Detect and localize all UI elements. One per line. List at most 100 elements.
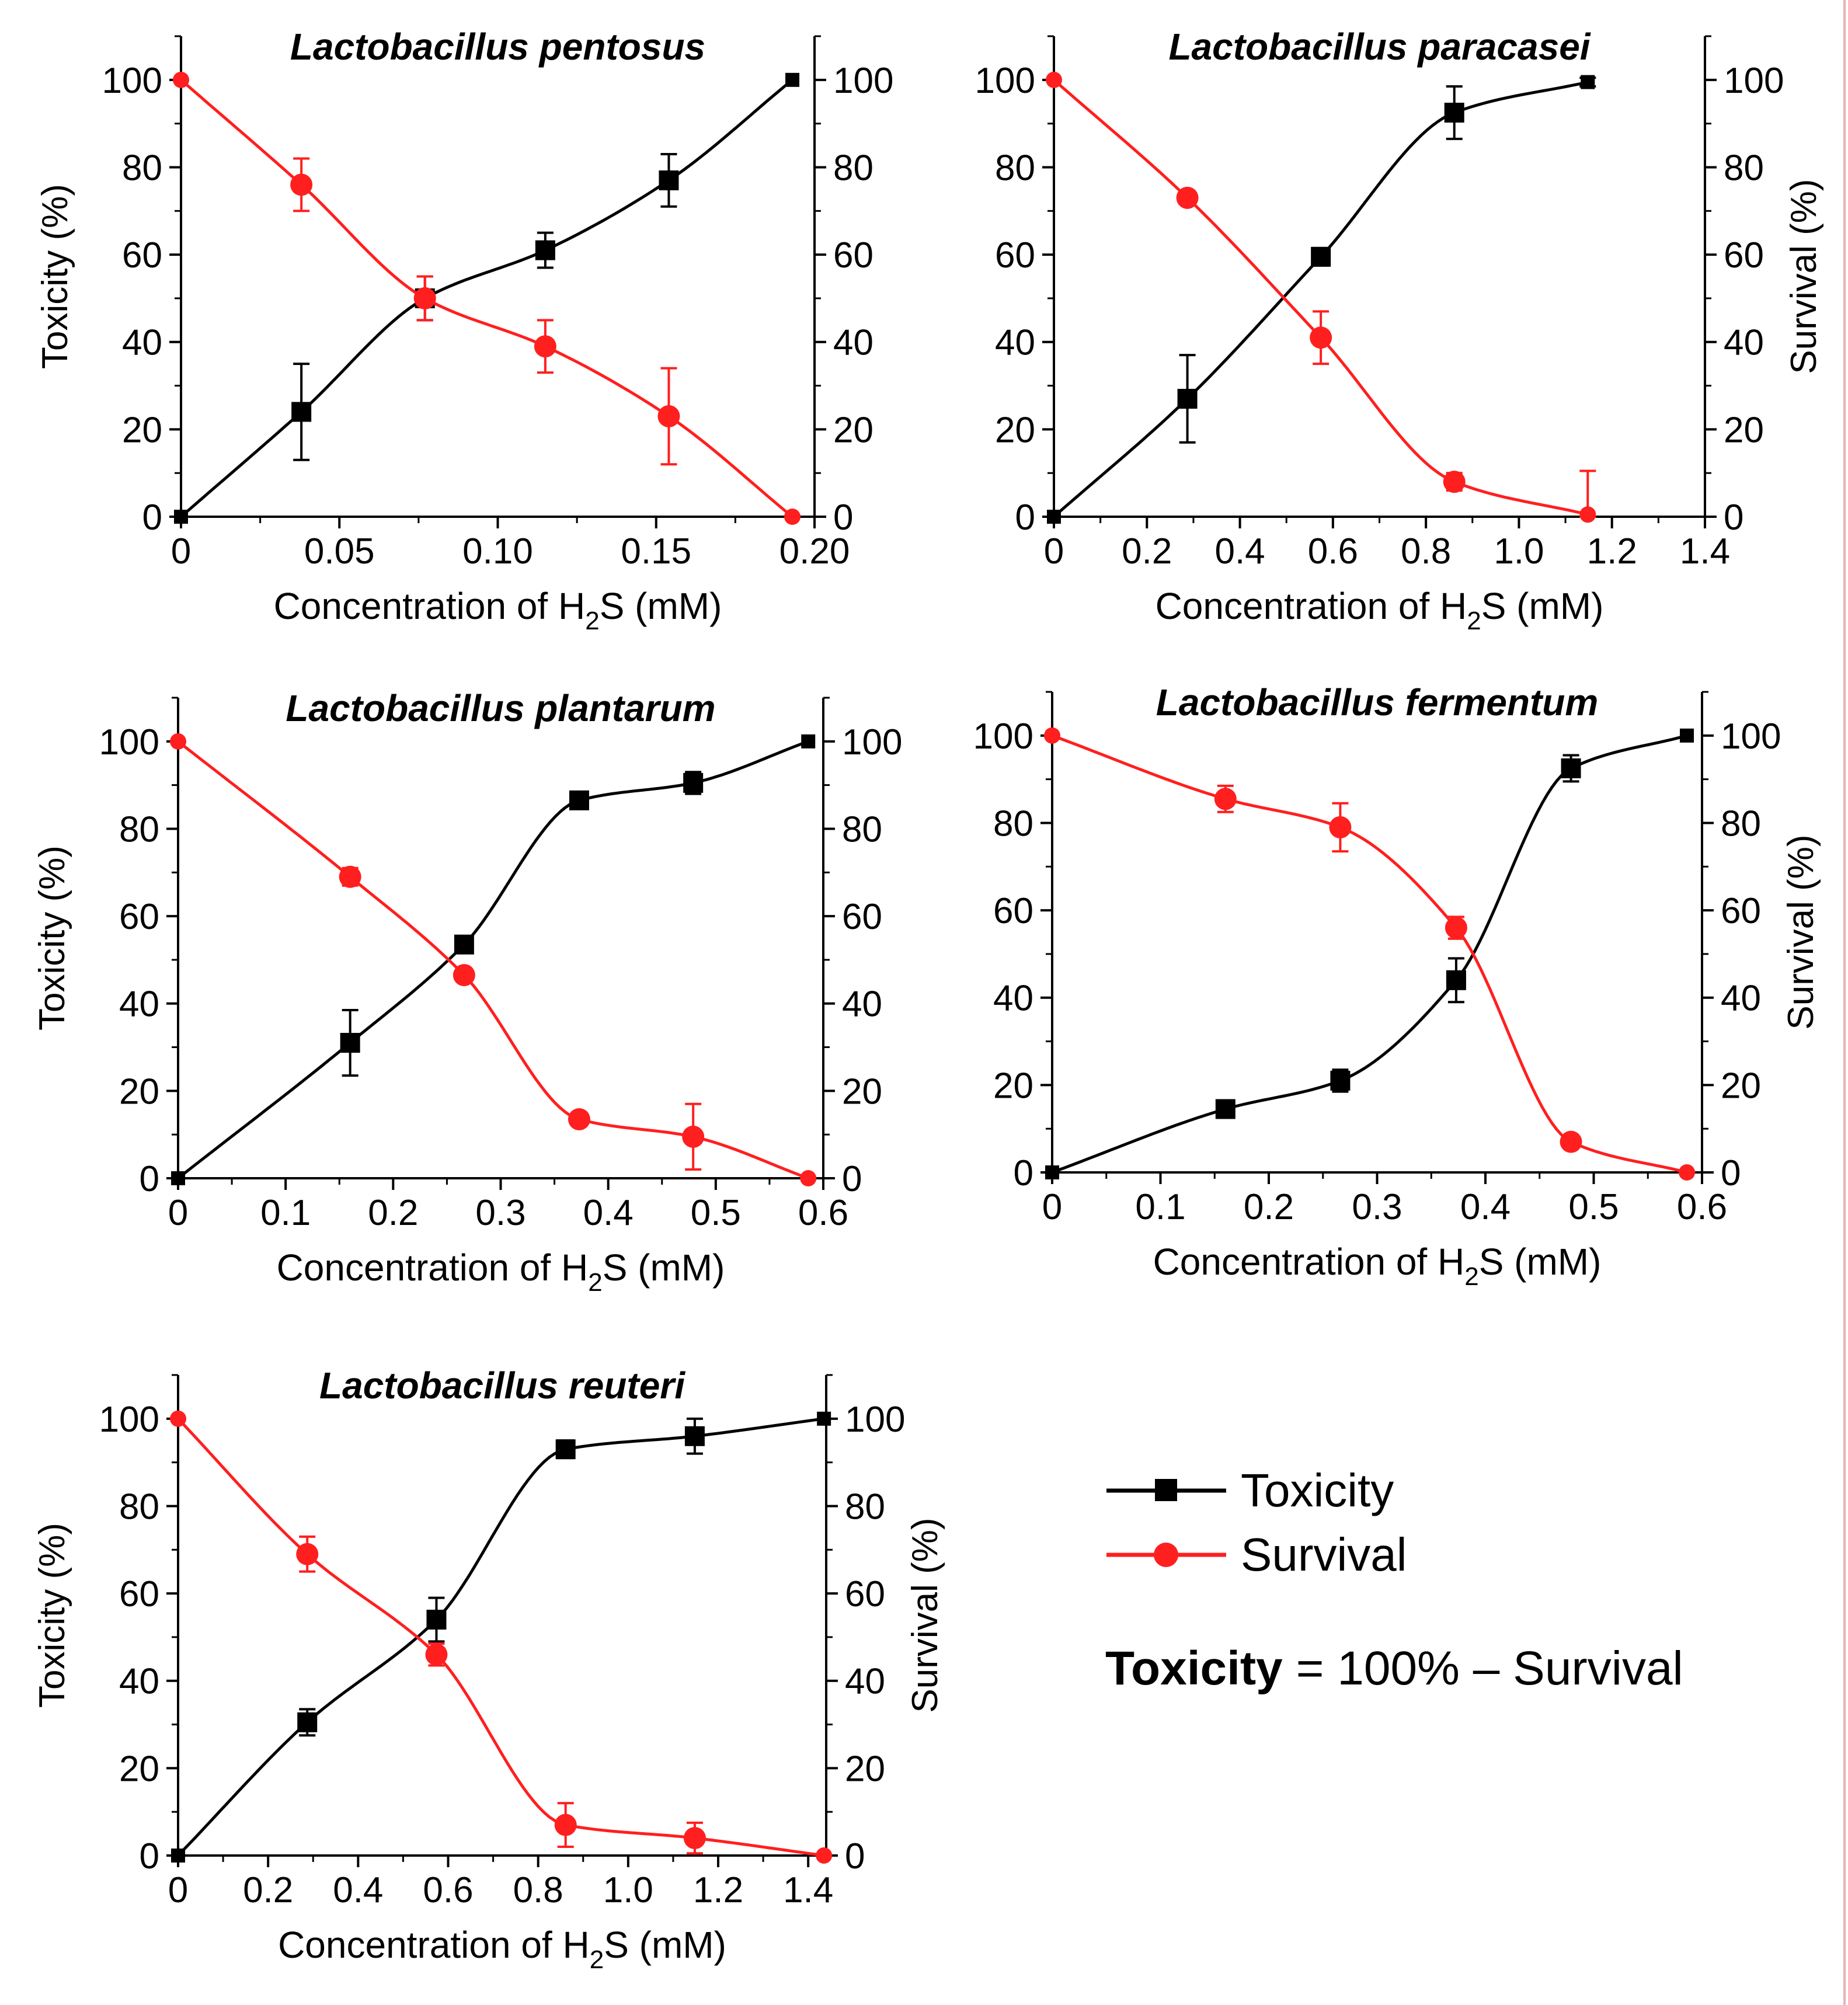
x-axis-label-main: Concentration of H xyxy=(278,1924,590,1966)
right-y-tick-label: 100 xyxy=(1721,716,1781,757)
x-axis-label-subscript: 2 xyxy=(590,1945,604,1974)
data-point-toxicity xyxy=(535,240,555,260)
series-toxicity xyxy=(1045,728,1694,1179)
data-point-survival xyxy=(1329,816,1352,838)
x-axis-label-main: Concentration of H xyxy=(274,585,586,627)
x-axis-label-main: Concentration of H xyxy=(1153,1241,1465,1283)
left-y-tick-label: 80 xyxy=(119,809,159,850)
x-tick-label: 0 xyxy=(168,1870,188,1910)
data-point-toxicity xyxy=(1045,1165,1059,1179)
left-y-axis-label: Toxicity (%) xyxy=(35,184,75,369)
series-line-survival xyxy=(177,740,809,1180)
data-point-survival xyxy=(800,1170,817,1186)
left-y-tick-label: 60 xyxy=(993,891,1033,931)
left-y-tick-label: 40 xyxy=(122,323,162,363)
data-point-survival xyxy=(296,1543,319,1565)
data-point-survival xyxy=(170,1410,186,1427)
left-y-tick-label: 60 xyxy=(122,235,162,276)
data-point-toxicity xyxy=(1446,970,1466,990)
x-tick-label: 0.1 xyxy=(260,1193,311,1233)
right-y-tick-label: 80 xyxy=(842,809,882,850)
data-point-toxicity xyxy=(1047,510,1061,524)
data-point-survival xyxy=(554,1813,577,1836)
x-tick-label: 0.4 xyxy=(1214,531,1265,572)
left-y-tick-label: 100 xyxy=(102,61,162,101)
left-y-tick-label: 100 xyxy=(99,722,159,763)
x-tick-label: 0.4 xyxy=(333,1870,383,1910)
data-point-survival xyxy=(1214,788,1237,810)
data-point-survival xyxy=(339,865,361,888)
data-point-survival xyxy=(1560,1130,1582,1153)
left-y-tick-label: 20 xyxy=(995,410,1035,450)
right-y-tick-label: 80 xyxy=(845,1487,885,1527)
x-tick-label: 0.4 xyxy=(1460,1187,1511,1227)
right-y-tick-label: 40 xyxy=(1721,979,1761,1019)
data-point-survival xyxy=(173,71,189,88)
right-y-tick-label: 0 xyxy=(842,1159,862,1199)
right-y-tick-label: 80 xyxy=(1724,148,1764,188)
left-y-tick-label: 0 xyxy=(140,1836,159,1877)
data-point-toxicity xyxy=(1215,1099,1236,1119)
x-tick-label: 0 xyxy=(168,1193,188,1233)
data-point-survival xyxy=(683,1827,706,1850)
x-tick-label: 0.8 xyxy=(1401,531,1451,572)
x-tick-label: 0.4 xyxy=(583,1193,634,1233)
x-tick-label: 0 xyxy=(1042,1187,1062,1227)
series-line-toxicity xyxy=(180,78,794,518)
left-y-tick-label: 80 xyxy=(993,803,1033,844)
series-line-survival xyxy=(180,78,794,518)
x-tick-label: 0.3 xyxy=(1352,1187,1402,1227)
right-y-tick-label: 60 xyxy=(833,235,873,276)
right-y-axis-label: Survival (%) xyxy=(1784,179,1824,374)
right-y-tick-label: 100 xyxy=(842,722,902,763)
x-axis-label-tail: S (mM) xyxy=(604,1924,726,1966)
data-point-toxicity xyxy=(1581,75,1595,89)
right-y-tick-label: 40 xyxy=(842,984,882,1025)
x-tick-label: 0.3 xyxy=(475,1193,525,1233)
x-axis-label-subscript: 2 xyxy=(1467,607,1481,635)
right-y-tick-label: 0 xyxy=(1724,497,1743,538)
x-tick-label: 0.05 xyxy=(304,531,375,572)
x-axis-label-tail: S (mM) xyxy=(1479,1241,1602,1283)
series-line-toxicity xyxy=(177,740,809,1179)
x-axis-label: Concentration of H2S (mM) xyxy=(277,1247,725,1297)
left-y-tick-label: 60 xyxy=(119,1574,159,1614)
right-y-tick-label: 100 xyxy=(833,61,893,101)
series-toxicity xyxy=(1047,75,1596,524)
right-y-tick-label: 20 xyxy=(842,1071,882,1112)
right-y-axis-label: Survival (%) xyxy=(905,1517,945,1712)
series-survival xyxy=(1044,727,1696,1181)
left-y-tick-label: 0 xyxy=(1014,1153,1033,1193)
legend-survival-marker xyxy=(1154,1543,1178,1567)
x-tick-label: 1.0 xyxy=(603,1870,653,1910)
page-edge-line xyxy=(1843,0,1846,2005)
data-point-toxicity xyxy=(340,1033,360,1053)
data-point-survival xyxy=(682,1125,705,1148)
x-axis-label-subscript: 2 xyxy=(1464,1262,1478,1291)
data-point-survival xyxy=(453,964,475,987)
right-y-tick-label: 40 xyxy=(833,323,873,363)
x-tick-label: 0.6 xyxy=(1308,531,1358,572)
data-point-toxicity xyxy=(171,1849,185,1863)
left-y-axis-label: Toxicity (%) xyxy=(32,845,72,1031)
x-tick-label: 0.2 xyxy=(243,1870,293,1910)
x-axis-label: Concentration of H2S (mM) xyxy=(274,585,722,635)
right-y-tick-label: 60 xyxy=(842,897,882,937)
right-y-tick-label: 80 xyxy=(1721,803,1761,844)
x-tick-label: 0.6 xyxy=(798,1193,848,1233)
data-point-toxicity xyxy=(659,170,679,190)
right-y-tick-label: 80 xyxy=(833,148,873,188)
formula-bold-part: Toxicity xyxy=(1105,1642,1283,1695)
series-toxicity xyxy=(171,734,816,1185)
x-tick-label: 0.6 xyxy=(423,1870,473,1910)
x-tick-label: 0.1 xyxy=(1135,1187,1185,1227)
left-y-tick-label: 40 xyxy=(995,323,1035,363)
data-point-toxicity xyxy=(569,790,589,810)
legend-toxicity-marker xyxy=(1155,1479,1177,1501)
data-point-survival xyxy=(784,509,801,525)
data-point-survival xyxy=(290,173,313,196)
